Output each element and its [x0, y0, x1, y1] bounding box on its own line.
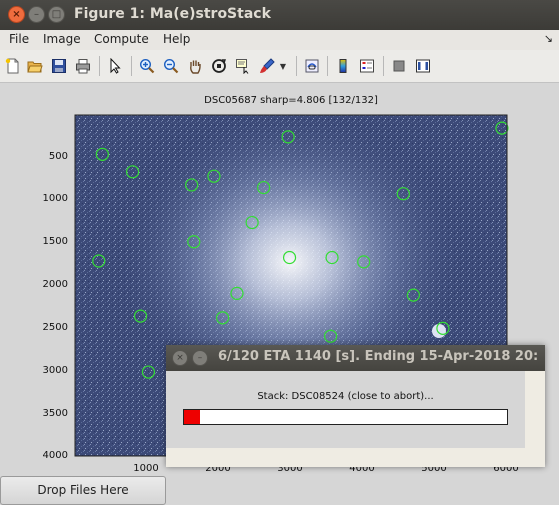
toolbar: ▼: [0, 50, 559, 83]
y-tick-label: 2500: [42, 322, 68, 333]
star-marker: [436, 321, 450, 335]
progress-dialog: × – 6/120 ETA 1140 [s]. Ending 15-Apr-20…: [166, 345, 545, 467]
pan-hand-icon[interactable]: [185, 56, 205, 76]
rotate-3d-icon[interactable]: [209, 56, 229, 76]
x-tick-label: 1000: [133, 463, 159, 474]
y-tick-label: 1000: [42, 193, 68, 204]
toolbar-separator: [383, 56, 384, 76]
toolbar-separator: [131, 56, 132, 76]
new-file-icon[interactable]: [3, 56, 23, 76]
y-tick-label: 2000: [42, 279, 68, 290]
star-marker: [357, 255, 371, 269]
y-tick-label: 4000: [42, 450, 68, 461]
dialog-title: 6/120 ETA 1140 [s]. Ending 15-Apr-2018 2…: [218, 349, 539, 364]
axes-title: DSC05687 sharp=4.806 [132/132]: [204, 95, 378, 106]
dock-arrow-icon[interactable]: ↘: [543, 32, 553, 45]
hide-plot-tools-icon[interactable]: [389, 56, 409, 76]
zoom-in-icon[interactable]: [137, 56, 157, 76]
dialog-message: Stack: DSC08524 (close to abort)...: [257, 391, 434, 402]
dialog-close-button[interactable]: ×: [172, 350, 188, 366]
menubar: File Image Compute Help ↘: [0, 30, 559, 50]
zoom-out-icon[interactable]: [161, 56, 181, 76]
progress-bar: [183, 409, 508, 425]
menu-file[interactable]: File: [9, 32, 30, 46]
star-marker: [396, 187, 410, 201]
link-plot-icon[interactable]: [302, 56, 322, 76]
star-marker: [92, 254, 106, 268]
star-marker: [207, 169, 221, 183]
window-minimize-button[interactable]: –: [28, 6, 45, 23]
x-tick-label: 6000: [493, 463, 519, 474]
legend-icon[interactable]: [357, 56, 377, 76]
star-marker: [95, 147, 109, 161]
window-close-button[interactable]: ×: [8, 6, 25, 23]
colorbar-icon[interactable]: [333, 56, 353, 76]
star-marker: [133, 309, 148, 323]
brush-dropdown-icon[interactable]: ▼: [279, 61, 287, 71]
y-tick-label: 3500: [42, 408, 68, 419]
x-tick-label: 3000: [277, 463, 303, 474]
x-tick-label: 5000: [421, 463, 447, 474]
star-marker: [257, 180, 271, 195]
star-marker: [281, 130, 295, 144]
save-icon[interactable]: [49, 56, 69, 76]
star-marker: [495, 121, 509, 135]
x-tick-label: 2000: [205, 463, 231, 474]
star-marker: [245, 215, 259, 230]
bright-star: [432, 324, 446, 338]
menu-compute[interactable]: Compute: [94, 32, 149, 46]
star-marker: [230, 286, 244, 300]
star-markers: [92, 121, 509, 379]
star-marker: [185, 178, 199, 192]
menu-image[interactable]: Image: [43, 32, 81, 46]
data-cursor-icon[interactable]: [233, 56, 253, 76]
progress-bar-fill: [184, 410, 201, 424]
open-folder-icon[interactable]: [25, 56, 45, 76]
show-plot-tools-icon[interactable]: [413, 56, 433, 76]
star-marker: [216, 311, 230, 325]
star-marker: [187, 235, 201, 249]
window-title: Figure 1: Ma(e)stroStack: [74, 6, 271, 22]
brush-icon[interactable]: [257, 56, 277, 76]
dialog-body: Stack: DSC08524 (close to abort)...: [166, 371, 525, 448]
y-tick-label: 3000: [42, 365, 68, 376]
y-tick-label: 1500: [42, 236, 68, 247]
pointer-icon[interactable]: [105, 56, 125, 76]
menu-help[interactable]: Help: [163, 32, 191, 46]
star-marker: [282, 250, 297, 265]
x-tick-label: 4000: [349, 463, 375, 474]
drop-files-button[interactable]: Drop Files Here: [0, 476, 166, 505]
toolbar-separator: [99, 56, 100, 76]
window-titlebar: × – □ Figure 1: Ma(e)stroStack: [0, 0, 559, 30]
star-marker: [141, 365, 156, 379]
comet-coma-glow: [120, 112, 460, 412]
y-tick-label: 500: [48, 151, 68, 162]
toolbar-separator: [327, 56, 328, 76]
dialog-titlebar: × – 6/120 ETA 1140 [s]. Ending 15-Apr-20…: [166, 345, 545, 371]
star-marker: [126, 165, 140, 179]
star-marker: [325, 250, 339, 265]
window-maximize-button[interactable]: □: [48, 6, 65, 23]
dialog-minimize-button[interactable]: –: [192, 350, 208, 366]
toolbar-separator: [296, 56, 297, 76]
print-icon[interactable]: [73, 56, 93, 76]
star-marker: [406, 288, 420, 302]
star-marker: [324, 329, 338, 343]
